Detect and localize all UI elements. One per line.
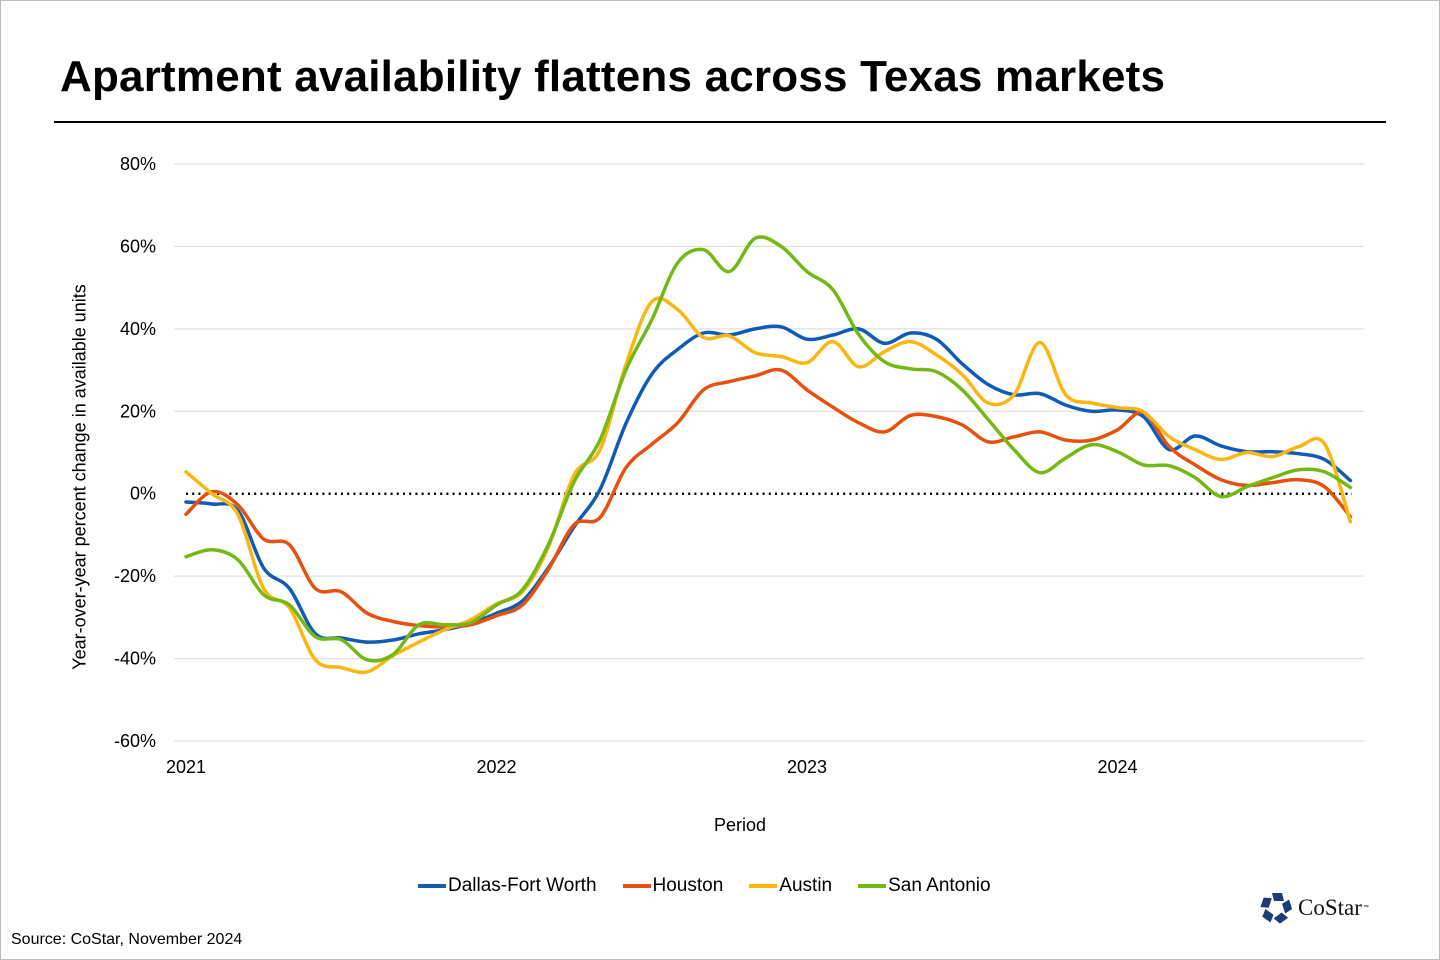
y-tick-label: 0% [130, 484, 156, 504]
x-tick-label: 2024 [1097, 757, 1137, 777]
legend-item-dfw: Dallas-Fort Worth [418, 875, 597, 897]
chart-title: Apartment availability flattens across T… [60, 52, 1166, 101]
legend-swatch [749, 884, 778, 888]
series-line-houston [184, 367, 1353, 629]
source-note: Source: CoStar, November 2024 [11, 931, 243, 948]
y-tick-label: 80% [120, 154, 156, 174]
x-tick-label: 2023 [787, 757, 827, 777]
series-line-san-antonio [184, 235, 1353, 663]
logo-text: CoStar [1298, 895, 1362, 920]
logo-trademark: ™ [1362, 905, 1369, 911]
legend-swatch [622, 884, 651, 888]
y-tick-label: -60% [114, 731, 156, 751]
x-tick-label: 2022 [476, 757, 516, 777]
legend-item-san-antonio: San Antonio [858, 875, 991, 897]
x-tick-label: 2021 [166, 757, 206, 777]
legend: Dallas-Fort Worth Houston Austin San Ant… [418, 875, 991, 897]
y-axis-label: Year-over-year percent change in availab… [69, 284, 90, 670]
legend-item-houston: Houston [622, 875, 724, 897]
legend-label: San Antonio [888, 875, 991, 896]
legend-label: Houston [652, 875, 724, 896]
y-tick-label: -20% [114, 566, 156, 586]
legend-label: Austin [779, 875, 833, 896]
y-tick-label: 20% [120, 401, 156, 421]
title-rule [54, 121, 1386, 123]
costar-star-icon [1260, 893, 1292, 924]
legend-label: Dallas-Fort Worth [448, 875, 597, 896]
series-line-dallas-fort-worth [184, 324, 1353, 644]
series-line-austin [184, 296, 1353, 675]
legend-swatch [418, 884, 446, 888]
costar-logo: CoStar ™ [1260, 892, 1369, 924]
y-tick-label: -40% [114, 649, 156, 669]
legend-swatch [858, 884, 887, 888]
y-tick-label: 60% [120, 236, 156, 256]
y-tick-label: 40% [120, 319, 156, 339]
x-axis-label: Period [713, 815, 767, 835]
legend-item-austin: Austin [749, 875, 832, 897]
